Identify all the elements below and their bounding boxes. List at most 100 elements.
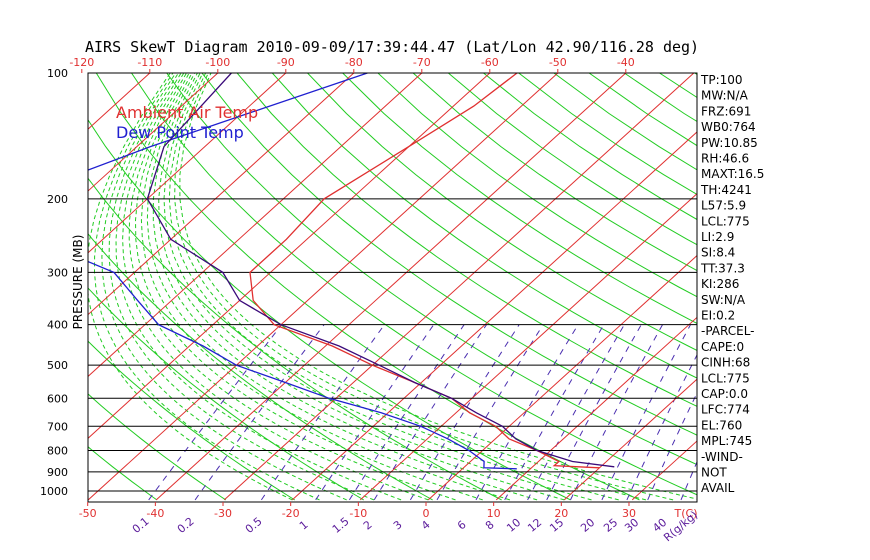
pressure-tick-label: 1000 <box>40 485 68 498</box>
index-item: FRZ:691 <box>701 104 751 118</box>
index-item: RH:46.6 <box>701 152 749 166</box>
legend: Ambient Air Temp Dew Point Temp <box>116 103 258 142</box>
isotherm <box>223 73 695 501</box>
moist-adiabat <box>108 73 375 501</box>
series-line-2 <box>146 73 615 468</box>
bottom-temp-tick-label: -20 <box>282 507 300 520</box>
index-item: LCL:775 <box>701 214 750 228</box>
pressure-tick-label: 200 <box>47 193 68 206</box>
legend-item-dewpoint: Dew Point Temp <box>116 123 244 142</box>
dry-adiabat <box>88 118 571 501</box>
mixing-ratio-tick-label: 25 <box>601 516 620 535</box>
mixing-ratio-tick-label: 20 <box>578 516 597 535</box>
mixing-ratio-line <box>475 324 579 501</box>
dry-adiabat <box>88 393 227 501</box>
dry-adiabat <box>307 73 697 352</box>
mixing-ratio-line <box>409 324 520 501</box>
moist-adiabat <box>88 73 293 501</box>
mixing-ratio-line <box>647 392 697 501</box>
top-temp-tick-label: -70 <box>413 56 431 69</box>
mixing-ratio-tick-label: 12 <box>525 516 544 535</box>
moist-adiabat <box>128 73 456 501</box>
moist-adiabat <box>179 73 697 500</box>
dry-adiabat <box>342 73 697 324</box>
dry-adiabat <box>88 177 502 501</box>
top-temp-tick-label: -120 <box>69 56 94 69</box>
mixing-ratio-line <box>601 324 691 501</box>
dry-adiabat <box>88 233 433 501</box>
index-item: -WIND- <box>701 450 743 464</box>
moist-adiabat <box>115 73 402 501</box>
mixing-ratio-tick-label: 2 <box>361 518 375 532</box>
dry-adiabat <box>88 446 158 501</box>
top-temp-tick-label: -90 <box>277 56 295 69</box>
plot-lines <box>0 73 870 501</box>
mixing-ratio-line <box>148 324 282 501</box>
isotherm <box>88 73 559 501</box>
pressure-tick-label: 600 <box>47 392 68 405</box>
moist-adiabat <box>134 73 483 501</box>
index-item: TP:100 <box>700 73 743 87</box>
top-temp-tick-label: -80 <box>345 56 363 69</box>
mixing-ratio-tick-label: 6 <box>455 518 469 532</box>
isotherm <box>836 73 870 500</box>
mixing-ratio-line <box>527 324 625 501</box>
index-item: CAP:0.0 <box>701 387 748 401</box>
bottom-temp-tick-label: 30 <box>622 507 636 520</box>
moist-adiabat <box>146 73 538 501</box>
dry-adiabat <box>236 73 697 407</box>
index-item: MAXT:16.5 <box>701 167 764 181</box>
y-axis-label: PRESSURE (MB) <box>71 235 85 330</box>
index-item: CAPE:0 <box>701 340 744 354</box>
isotherm <box>359 193 697 501</box>
mixing-ratio-line <box>373 324 487 501</box>
index-item: NOT <box>701 466 727 480</box>
mixing-ratio-line <box>626 353 697 501</box>
mixing-ratio-tick-label: 0.2 <box>175 515 197 536</box>
index-item: TT:37.3 <box>700 261 745 275</box>
isotherm <box>768 73 870 500</box>
index-item: AVAIL <box>701 481 735 495</box>
dry-adiabat <box>88 340 295 501</box>
bottom-temp-tick-label: -40 <box>146 507 164 520</box>
bottom-temp-tick-label: 20 <box>554 507 568 520</box>
mixing-ratio-tick-label: 8 <box>483 518 497 532</box>
pressure-tick-label: 400 <box>47 319 68 332</box>
moist-adiabat <box>174 73 674 501</box>
index-item: LI:2.9 <box>701 230 734 244</box>
dry-adiabat <box>271 73 697 379</box>
moist-adiabat <box>93 73 320 501</box>
index-item: -PARCEL- <box>701 324 755 338</box>
index-item: MW:N/A <box>701 89 749 103</box>
top-temp-tick-label: -110 <box>137 56 162 69</box>
index-item: KI:286 <box>701 277 739 291</box>
pressure-tick-label: 700 <box>47 420 68 433</box>
isotherm <box>291 131 697 501</box>
index-item: MPL:745 <box>701 434 752 448</box>
index-item: LFC:774 <box>701 403 750 417</box>
index-item: PW:10.85 <box>701 136 758 150</box>
mixing-ratio-line <box>260 324 385 501</box>
pressure-tick-label: 900 <box>47 466 68 479</box>
top-temp-tick-label: -50 <box>549 56 567 69</box>
mixing-ratio-tick-label: 4 <box>419 518 433 532</box>
isotherm <box>88 73 219 192</box>
mixing-ratio-line <box>504 324 605 501</box>
bottom-temp-tick-label: -50 <box>79 507 97 520</box>
dry-adiabat <box>377 73 697 298</box>
moist-adiabat <box>168 73 647 501</box>
moist-adiabat <box>158 73 592 501</box>
moist-adiabat <box>140 73 511 501</box>
mixing-ratio-tick-label: 3 <box>391 518 405 532</box>
top-temp-tick-label: -100 <box>205 56 230 69</box>
isotherm <box>155 73 627 501</box>
pressure-tick-label: 300 <box>47 266 68 279</box>
mixing-ratio-tick-label: 1 <box>297 518 311 532</box>
index-item: EL:760 <box>701 418 742 432</box>
isotherm <box>0 73 82 500</box>
mixing-ratio-line <box>315 324 435 501</box>
dry-adiabat <box>88 287 364 501</box>
isotherm <box>88 73 287 254</box>
